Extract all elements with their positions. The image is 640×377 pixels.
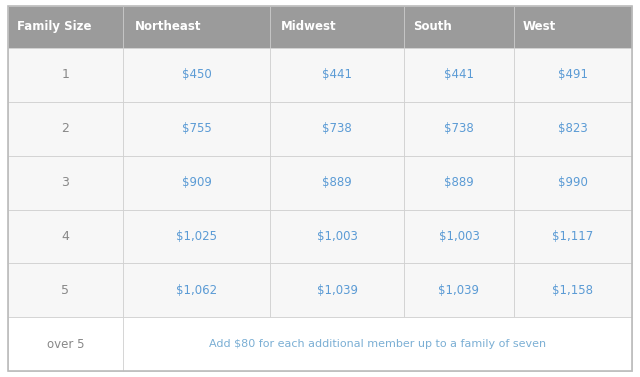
Text: 1: 1 [61, 68, 69, 81]
Bar [8, 156, 124, 210]
Text: 4: 4 [61, 230, 69, 243]
Text: over 5: over 5 [47, 338, 84, 351]
Text: $1,158: $1,158 [552, 284, 593, 297]
Bar [8, 264, 124, 317]
Bar [8, 6, 124, 48]
Text: 3: 3 [61, 176, 69, 189]
Bar [404, 48, 514, 102]
Bar [8, 210, 124, 264]
Bar [124, 6, 270, 48]
Text: $990: $990 [558, 176, 588, 189]
Text: $1,003: $1,003 [317, 230, 358, 243]
Text: $909: $909 [182, 176, 212, 189]
Bar [514, 156, 632, 210]
Text: $450: $450 [182, 68, 211, 81]
Text: $1,039: $1,039 [438, 284, 479, 297]
Text: $738: $738 [323, 122, 352, 135]
Text: $1,025: $1,025 [176, 230, 217, 243]
Bar [270, 264, 404, 317]
Text: $755: $755 [182, 122, 211, 135]
Bar [124, 317, 632, 371]
Text: $441: $441 [444, 68, 474, 81]
Bar [8, 48, 124, 102]
Bar [514, 264, 632, 317]
Bar [404, 6, 514, 48]
Text: $738: $738 [444, 122, 474, 135]
Bar [270, 48, 404, 102]
Text: 2: 2 [61, 122, 69, 135]
Bar [270, 210, 404, 264]
Text: $1,003: $1,003 [438, 230, 479, 243]
Text: $1,062: $1,062 [176, 284, 217, 297]
Bar [514, 102, 632, 156]
Text: $441: $441 [322, 68, 352, 81]
Bar [8, 102, 124, 156]
Bar [404, 102, 514, 156]
Bar [404, 210, 514, 264]
Bar [124, 156, 270, 210]
Text: $889: $889 [323, 176, 352, 189]
Bar [8, 317, 124, 371]
Bar [124, 48, 270, 102]
Bar [124, 264, 270, 317]
Bar [124, 210, 270, 264]
Text: $889: $889 [444, 176, 474, 189]
Bar [514, 48, 632, 102]
Text: $823: $823 [558, 122, 588, 135]
Text: South: South [413, 20, 452, 33]
Text: Midwest: Midwest [281, 20, 337, 33]
Bar [270, 156, 404, 210]
Text: 5: 5 [61, 284, 70, 297]
Bar [404, 264, 514, 317]
Text: $1,117: $1,117 [552, 230, 594, 243]
Bar [124, 102, 270, 156]
Text: Family Size: Family Size [17, 20, 92, 33]
Text: Northeast: Northeast [135, 20, 202, 33]
Text: $491: $491 [558, 68, 588, 81]
Bar [270, 6, 404, 48]
Bar [514, 6, 632, 48]
Bar [270, 102, 404, 156]
Text: $1,039: $1,039 [317, 284, 358, 297]
Text: West: West [523, 20, 556, 33]
Bar [404, 156, 514, 210]
Bar [514, 210, 632, 264]
Text: Add $80 for each additional member up to a family of seven: Add $80 for each additional member up to… [209, 339, 547, 349]
